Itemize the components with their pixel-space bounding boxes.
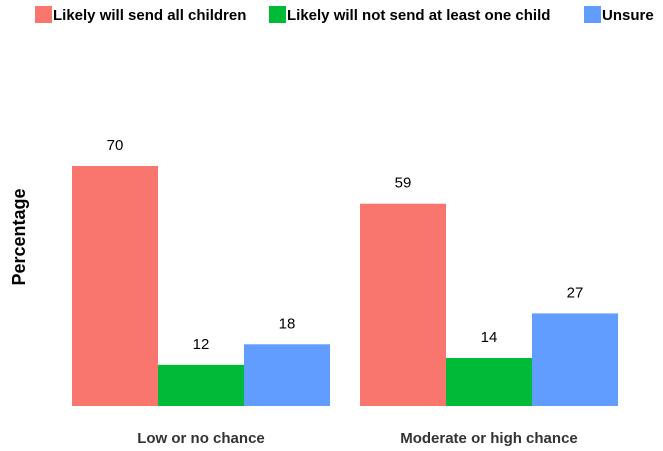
bar-moderate-or-high-chance-likely-will-send-all-children bbox=[360, 203, 446, 406]
value-label-moderate-or-high-chance-unsure: 27 bbox=[567, 284, 584, 301]
value-labels: 70 12 18 59 14 27 bbox=[107, 137, 584, 353]
legend-label-likely-will-send-all-children: Likely will send all children bbox=[53, 7, 246, 24]
x-axis-tick-labels: Low or no chance Moderate or high chance bbox=[137, 430, 578, 447]
bar-low-or-no-chance-likely-will-send-all-children bbox=[72, 166, 158, 406]
legend-key-unsure bbox=[584, 6, 601, 23]
y-axis-title: Percentage bbox=[9, 188, 29, 285]
bar-moderate-or-high-chance-likely-will-not-send-at-least-one-child bbox=[446, 358, 532, 406]
value-label-moderate-or-high-chance-likely-will-not-send-at-least-one-child: 14 bbox=[481, 329, 498, 346]
bar-low-or-no-chance-likely-will-not-send-at-least-one-child bbox=[158, 364, 244, 406]
legend-key-likely-will-send-all-children bbox=[35, 6, 52, 23]
bar-moderate-or-high-chance-unsure bbox=[532, 313, 618, 406]
legend-label-unsure: Unsure bbox=[602, 7, 654, 24]
bar-low-or-no-chance-unsure bbox=[244, 344, 330, 406]
legend-label-likely-will-not-send-at-least-one-child: Likely will not send at least one child bbox=[287, 7, 550, 24]
value-label-moderate-or-high-chance-likely-will-send-all-children: 59 bbox=[395, 175, 412, 192]
x-tick-label-moderate-or-high-chance: Moderate or high chance bbox=[400, 430, 578, 447]
x-tick-label-low-or-no-chance: Low or no chance bbox=[137, 430, 265, 447]
value-label-low-or-no-chance-likely-will-send-all-children: 70 bbox=[107, 137, 124, 154]
legend: Likely will send all children Likely will… bbox=[35, 6, 654, 24]
legend-key-likely-will-not-send-at-least-one-child bbox=[269, 6, 286, 23]
value-label-low-or-no-chance-unsure: 18 bbox=[279, 315, 296, 332]
value-label-low-or-no-chance-likely-will-not-send-at-least-one-child: 12 bbox=[193, 336, 210, 353]
bars bbox=[72, 166, 618, 406]
